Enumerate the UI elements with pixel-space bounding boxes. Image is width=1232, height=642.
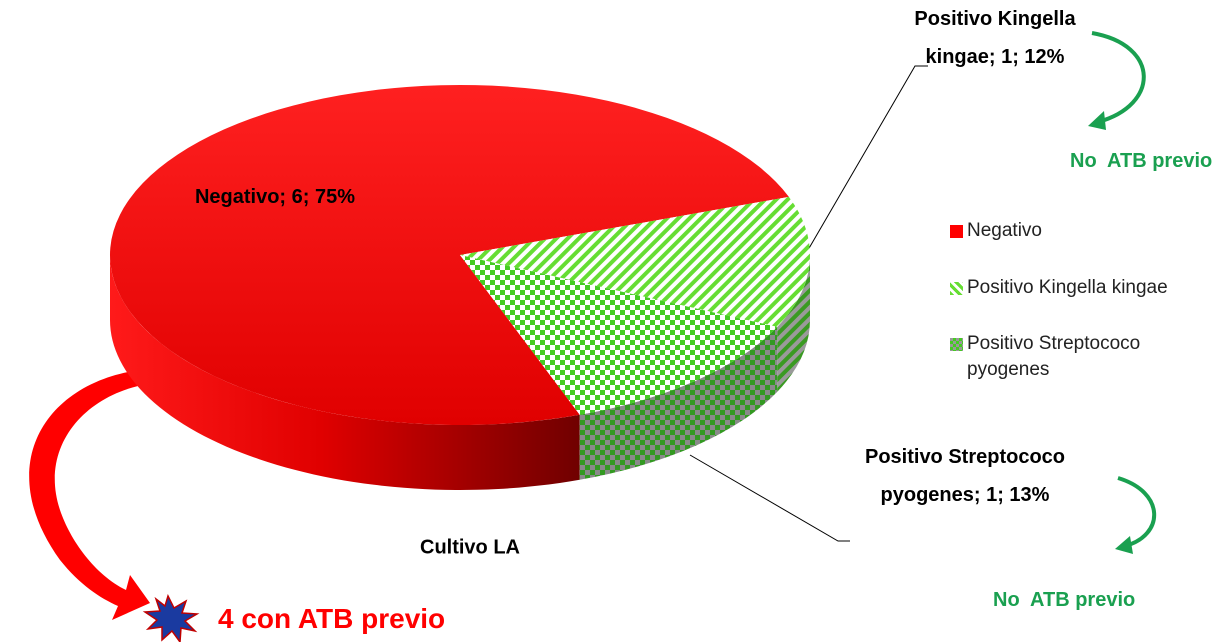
pie-slice — [460, 196, 810, 327]
series-label: Cultivo LA — [420, 536, 520, 558]
pie-side — [110, 255, 580, 490]
annotation: 4 con ATB previo — [218, 603, 446, 634]
starburst — [142, 593, 200, 642]
arrow — [29, 372, 150, 620]
legend-label: Positivo Kingella kingae — [967, 277, 1168, 298]
legend-marker — [950, 338, 963, 351]
data-label: Positivo Streptococo pyogenes; 1; 13% — [864, 446, 1066, 506]
arrow-head — [1088, 111, 1106, 130]
leader-line — [807, 65, 928, 251]
arrow — [1117, 476, 1157, 548]
legend-label: Positivo Streptococo pyogenes — [967, 333, 1141, 380]
pie-slice — [109, 85, 789, 426]
pie — [109, 85, 810, 490]
legend-marker — [950, 225, 963, 238]
legend-label: Negativo — [967, 220, 1042, 241]
arrow-head — [1115, 536, 1133, 554]
data-label: Positivo Kingella kingae; 1; 12% — [914, 8, 1076, 68]
annotation: No ATB previo — [993, 589, 1136, 611]
legend-item: Negativo — [950, 218, 1230, 244]
leader-line — [689, 454, 850, 542]
annotation: No ATB previo — [1070, 150, 1213, 172]
legend-marker — [950, 282, 963, 295]
pie-side — [579, 326, 778, 480]
legend-item: Positivo Streptococo pyogenes — [950, 331, 1230, 383]
legend-item: Positivo Kingella kingae — [950, 275, 1230, 301]
pie-slice — [460, 255, 778, 415]
data-label: Negativo; 6; 75% — [194, 186, 356, 208]
pie-side — [777, 255, 810, 392]
arrow — [1091, 31, 1146, 124]
